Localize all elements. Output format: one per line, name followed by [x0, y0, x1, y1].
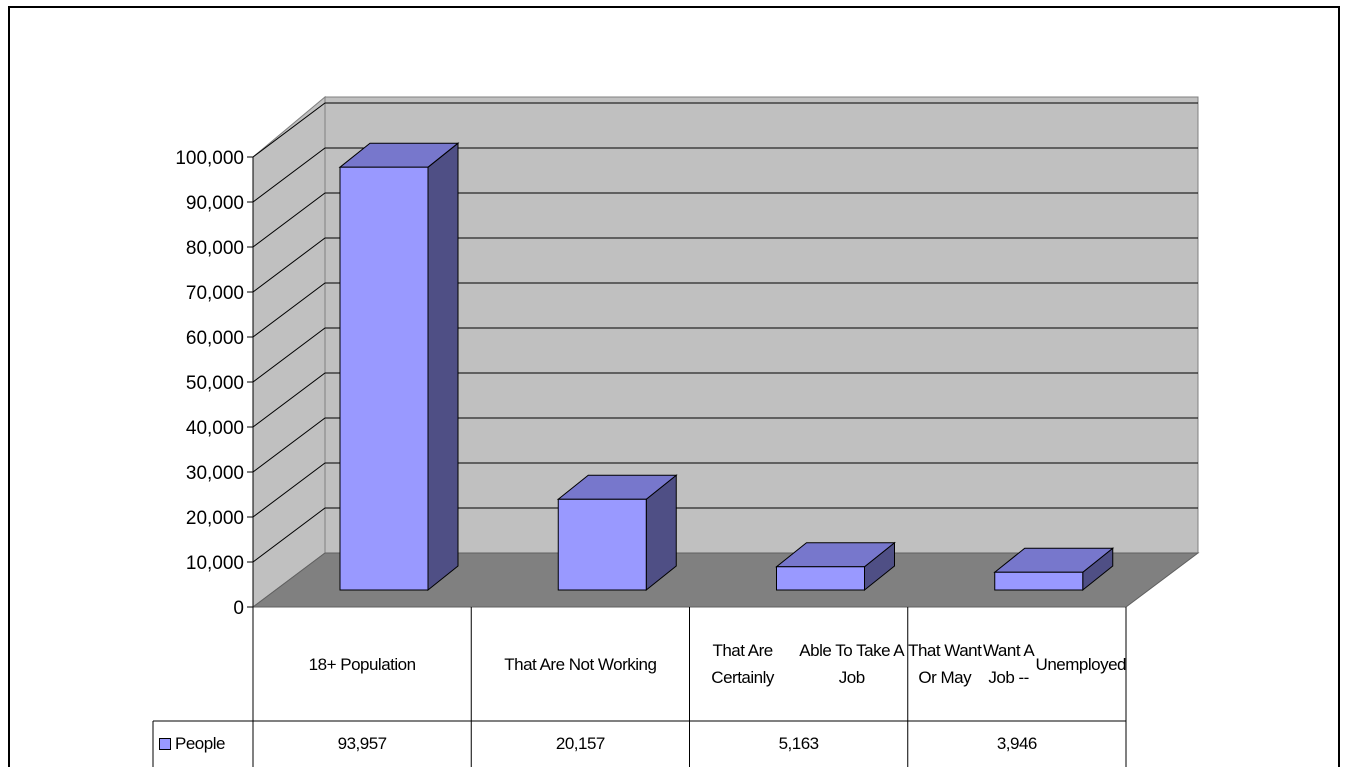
bar [776, 566, 865, 591]
y-tick-label: 20,000 [186, 508, 244, 529]
bar-side [427, 142, 459, 592]
category-label: 18+ Population [308, 654, 416, 674]
y-tick-label: 90,000 [186, 193, 244, 214]
y-tick-label: 100,000 [175, 148, 244, 169]
y-tick-label: 50,000 [186, 373, 244, 394]
gridline [252, 102, 1198, 158]
gridline [252, 507, 1198, 563]
gridline [252, 327, 1198, 383]
y-tick-label: 70,000 [186, 283, 244, 304]
y-tick-label: 60,000 [186, 328, 244, 349]
bar [339, 166, 429, 591]
gridline [252, 372, 1198, 428]
gridline [252, 462, 1198, 518]
y-tick-label: 30,000 [186, 463, 244, 484]
data-value-label: 5,163 [778, 734, 820, 753]
legend: People [153, 721, 253, 767]
category-label: That Are Not Working [504, 654, 657, 674]
gridline [252, 147, 1198, 203]
gridline [252, 417, 1198, 473]
legend-label: People [175, 734, 225, 753]
data-value-label: 20,157 [555, 734, 606, 753]
data-value-label: 3,946 [996, 734, 1038, 753]
y-tick-label: 40,000 [186, 418, 244, 439]
legend-swatch [159, 738, 171, 750]
y-tick-label: 0 [233, 598, 244, 619]
floor [251, 552, 1200, 608]
side-wall [252, 95, 326, 608]
data-value-label: 93,957 [337, 734, 388, 753]
category-label: That Want Or May Want A Job -- Unemployed [908, 641, 1126, 687]
bar [557, 498, 647, 591]
gridline [252, 282, 1198, 338]
gridline [252, 237, 1198, 293]
y-tick-label: 80,000 [186, 238, 244, 259]
category-label: That Are Certainly Able To Take A Job [711, 641, 905, 687]
gridline [252, 192, 1198, 248]
bar [994, 571, 1084, 591]
y-tick-label: 10,000 [186, 553, 244, 574]
